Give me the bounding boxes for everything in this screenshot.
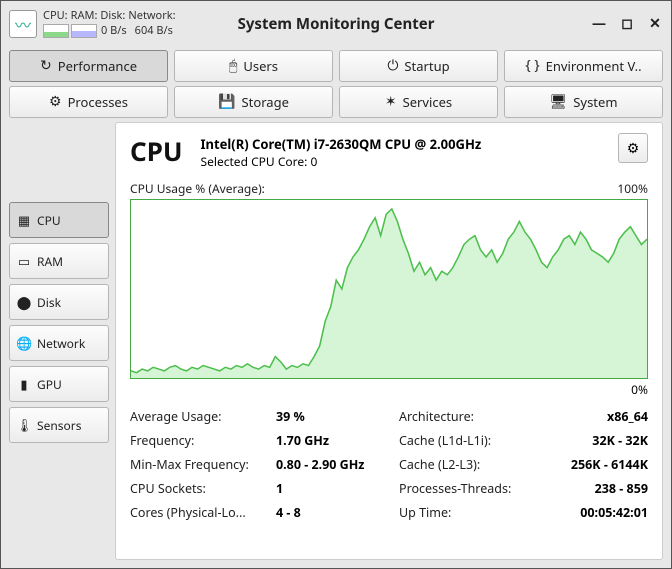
services-icon: ✶ — [385, 95, 397, 109]
sidebar-item-sensors[interactable]: 🌡Sensors — [9, 407, 109, 443]
chart-max: 100% — [617, 180, 648, 197]
content-panel: CPU Intel(R) Core(TM) i7-2630QM CPU @ 2.… — [115, 122, 663, 560]
sys-disk-label: Disk: — [100, 9, 125, 22]
tab-startup[interactable]: ⏻Startup — [339, 50, 498, 82]
app-icon: 〰 — [9, 10, 37, 38]
sidebar-item-network[interactable]: 🌐Network — [9, 325, 109, 361]
stat-row: Cores (Physical-Lo... 4 - 8 — [130, 504, 379, 521]
maximize-button[interactable]: ◻ — [619, 14, 635, 33]
disk-icon: ⬤ — [16, 293, 32, 311]
stat-row: Cache (L1d-L1i): 32K - 32K — [399, 432, 648, 449]
cpu-title: CPU — [130, 133, 183, 169]
sysinfo: CPU: RAM: Disk: Network: 0 B/s 604 B/s — [43, 9, 176, 37]
stat-key: Cores (Physical-Lo... — [130, 504, 270, 521]
processes-icon: ⚙ — [49, 95, 62, 109]
tab-system[interactable]: 🖥System — [504, 86, 663, 118]
gear-icon: ⚙ — [627, 139, 640, 158]
gpu-icon: ▮ — [16, 375, 32, 393]
environment-v--icon: { } — [525, 59, 539, 73]
stat-key: Processes-Threads: — [399, 480, 539, 497]
stat-value: 0.80 - 2.90 GHz — [276, 456, 364, 473]
stat-key: Architecture: — [399, 408, 539, 425]
stat-key: Min-Max Frequency: — [130, 456, 270, 473]
stat-key: Up Time: — [399, 504, 539, 521]
startup-icon: ⏻ — [387, 59, 398, 73]
sidebar: ▦CPU ▭RAM ⬤Disk 🌐Network ▮GPU 🌡Sensors — [9, 122, 109, 560]
sys-net-label: Network: — [128, 9, 175, 22]
cpu-chart — [130, 199, 648, 379]
tab-performance[interactable]: ↻Performance — [9, 50, 168, 82]
stat-key: CPU Sockets: — [130, 480, 270, 497]
tab-environment-v-[interactable]: { }Environment V.. — [504, 50, 663, 82]
stats-grid: Average Usage: 39 % Architecture: x86_64 Fre… — [130, 408, 648, 521]
sys-disk-value: 0 B/s — [101, 24, 127, 37]
users-icon: 🖱 — [229, 59, 237, 73]
storage-icon: 💾 — [218, 95, 235, 109]
mini-bar-ram — [71, 24, 97, 38]
stat-row: Min-Max Frequency: 0.80 - 2.90 GHz — [130, 456, 379, 473]
tabstrip-row1: ↻Performance🖱Users⏻Startup{ }Environment… — [1, 46, 671, 86]
stat-key: Average Usage: — [130, 408, 270, 425]
ram-icon: ▭ — [16, 252, 32, 270]
chart-min: 0% — [631, 381, 648, 398]
stat-value: 1 — [276, 480, 283, 497]
settings-button[interactable]: ⚙ — [618, 133, 648, 163]
tab-processes[interactable]: ⚙Processes — [9, 86, 168, 118]
stat-row: Frequency: 1.70 GHz — [130, 432, 379, 449]
sidebar-item-gpu[interactable]: ▮GPU — [9, 366, 109, 402]
tab-storage[interactable]: 💾Storage — [174, 86, 333, 118]
performance-icon: ↻ — [40, 59, 52, 73]
mini-bar-cpu — [43, 24, 69, 38]
sensors-icon: 🌡 — [16, 416, 32, 434]
close-button[interactable]: ✕ — [647, 14, 663, 33]
titlebar: 〰 CPU: RAM: Disk: Network: 0 B/s 604 B/s… — [1, 1, 671, 46]
stat-value: 32K - 32K — [592, 432, 648, 449]
network-icon: 🌐 — [16, 334, 32, 352]
stat-row: Up Time: 00:05:42:01 — [399, 504, 648, 521]
sys-net-value: 604 B/s — [135, 24, 173, 37]
stat-value: x86_64 — [607, 408, 648, 425]
sys-ram-label: RAM: — [71, 9, 98, 22]
stat-row: CPU Sockets: 1 — [130, 480, 379, 497]
stat-key: Cache (L1d-L1i): — [399, 432, 539, 449]
tab-services[interactable]: ✶Services — [339, 86, 498, 118]
tabstrip-row2: ⚙Processes💾Storage✶Services🖥System — [1, 86, 671, 122]
cpu-icon: ▦ — [16, 211, 32, 229]
stat-row: Cache (L2-L3): 256K - 6144K — [399, 456, 648, 473]
system-icon: 🖥 — [550, 95, 568, 109]
stat-key: Frequency: — [130, 432, 270, 449]
stat-value: 39 % — [276, 408, 305, 425]
minimize-button[interactable]: — — [591, 14, 607, 33]
sidebar-item-ram[interactable]: ▭RAM — [9, 243, 109, 279]
stat-value: 256K - 6144K — [571, 456, 648, 473]
cpu-model: Intel(R) Core(TM) i7-2630QM CPU @ 2.00GH… — [201, 135, 482, 153]
chart-label: CPU Usage % (Average): — [130, 180, 265, 197]
stat-row: Processes-Threads: 238 - 859 — [399, 480, 648, 497]
stat-value: 238 - 859 — [595, 480, 648, 497]
sys-cpu-label: CPU: — [43, 9, 68, 22]
stat-row: Average Usage: 39 % — [130, 408, 379, 425]
sidebar-item-disk[interactable]: ⬤Disk — [9, 284, 109, 320]
stat-key: Cache (L2-L3): — [399, 456, 539, 473]
tab-users[interactable]: 🖱Users — [174, 50, 333, 82]
stat-value: 00:05:42:01 — [580, 504, 648, 521]
stat-row: Architecture: x86_64 — [399, 408, 648, 425]
cpu-selected-core: Selected CPU Core: 0 — [201, 153, 482, 170]
stat-value: 1.70 GHz — [276, 432, 329, 449]
stat-value: 4 - 8 — [276, 504, 301, 521]
sidebar-item-cpu[interactable]: ▦CPU — [9, 202, 109, 238]
window-title: System Monitoring Center — [238, 14, 435, 34]
